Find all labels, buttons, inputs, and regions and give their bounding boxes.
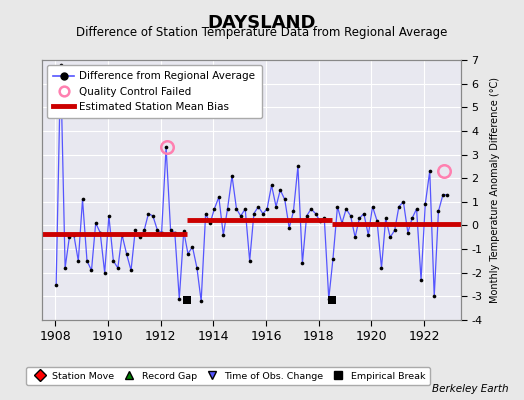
Point bbox=[219, 232, 227, 238]
Point bbox=[136, 234, 144, 240]
Point bbox=[285, 225, 293, 231]
Point bbox=[236, 213, 245, 219]
Point bbox=[184, 251, 192, 257]
Point bbox=[399, 199, 408, 205]
Point bbox=[430, 293, 439, 300]
Point bbox=[259, 210, 267, 217]
Point bbox=[61, 265, 69, 271]
Point bbox=[232, 206, 241, 212]
Point bbox=[381, 215, 390, 222]
Point bbox=[355, 215, 364, 222]
Legend: Difference from Regional Average, Quality Control Failed, Estimated Station Mean: Difference from Regional Average, Qualit… bbox=[47, 65, 261, 118]
Point bbox=[175, 296, 183, 302]
Point bbox=[215, 194, 223, 200]
Text: Difference of Station Temperature Data from Regional Average: Difference of Station Temperature Data f… bbox=[77, 26, 447, 39]
Point bbox=[408, 215, 416, 222]
Point bbox=[377, 265, 386, 271]
Point bbox=[57, 62, 65, 68]
Point bbox=[417, 277, 425, 283]
Point bbox=[131, 227, 139, 233]
Point bbox=[368, 203, 377, 210]
Point bbox=[351, 234, 359, 240]
Point bbox=[70, 232, 78, 238]
Point bbox=[105, 213, 113, 219]
Point bbox=[162, 144, 170, 151]
Point bbox=[223, 206, 232, 212]
Point bbox=[114, 265, 122, 271]
Point bbox=[171, 229, 179, 236]
Point bbox=[272, 203, 280, 210]
Point bbox=[263, 206, 271, 212]
Point bbox=[346, 213, 355, 219]
Point bbox=[315, 218, 324, 224]
Point bbox=[333, 203, 342, 210]
Point bbox=[359, 210, 368, 217]
Point bbox=[390, 227, 399, 233]
Point bbox=[118, 232, 126, 238]
Point bbox=[101, 270, 109, 276]
Point bbox=[320, 215, 329, 222]
Point bbox=[342, 206, 351, 212]
Point bbox=[267, 182, 276, 188]
Point bbox=[307, 206, 315, 212]
Point bbox=[412, 206, 421, 212]
Point bbox=[311, 210, 320, 217]
Point bbox=[157, 229, 166, 236]
Point bbox=[109, 258, 117, 264]
Point bbox=[193, 265, 201, 271]
Point bbox=[52, 281, 60, 288]
Point bbox=[96, 229, 104, 236]
Point bbox=[421, 201, 430, 207]
Point bbox=[65, 234, 73, 240]
Point bbox=[298, 260, 307, 266]
Point bbox=[245, 258, 254, 264]
Point bbox=[180, 228, 188, 234]
Text: Berkeley Earth: Berkeley Earth bbox=[432, 384, 508, 394]
Point bbox=[324, 296, 333, 302]
Point bbox=[149, 213, 157, 219]
Point bbox=[78, 196, 86, 203]
Point bbox=[338, 220, 346, 226]
Point bbox=[153, 227, 161, 233]
Legend: Station Move, Record Gap, Time of Obs. Change, Empirical Break: Station Move, Record Gap, Time of Obs. C… bbox=[26, 367, 430, 385]
Point bbox=[434, 208, 443, 214]
Point bbox=[88, 267, 96, 274]
Point bbox=[144, 210, 152, 217]
Point bbox=[188, 244, 196, 250]
Point bbox=[210, 206, 219, 212]
Point bbox=[386, 234, 395, 240]
Point bbox=[395, 203, 403, 210]
Point bbox=[329, 255, 337, 262]
Point bbox=[364, 232, 373, 238]
Point bbox=[123, 251, 131, 257]
Point bbox=[439, 192, 447, 198]
Point bbox=[201, 210, 210, 217]
Point bbox=[197, 298, 205, 304]
Point bbox=[276, 187, 285, 193]
Point bbox=[241, 206, 249, 212]
Point bbox=[250, 210, 258, 217]
Point bbox=[373, 218, 381, 224]
Text: DAYSLAND: DAYSLAND bbox=[208, 14, 316, 32]
Point bbox=[425, 168, 434, 174]
Point bbox=[206, 220, 214, 226]
Point bbox=[294, 163, 302, 170]
Point bbox=[83, 258, 91, 264]
Point bbox=[289, 208, 298, 214]
Point bbox=[140, 227, 148, 233]
Point bbox=[167, 227, 175, 233]
Point bbox=[280, 196, 289, 203]
Point bbox=[302, 213, 311, 219]
Point bbox=[74, 258, 82, 264]
Point bbox=[127, 267, 135, 274]
Point bbox=[403, 229, 412, 236]
Point bbox=[92, 220, 100, 226]
Y-axis label: Monthly Temperature Anomaly Difference (°C): Monthly Temperature Anomaly Difference (… bbox=[489, 77, 499, 303]
Point bbox=[228, 173, 236, 179]
Point bbox=[254, 203, 263, 210]
Point bbox=[443, 192, 452, 198]
